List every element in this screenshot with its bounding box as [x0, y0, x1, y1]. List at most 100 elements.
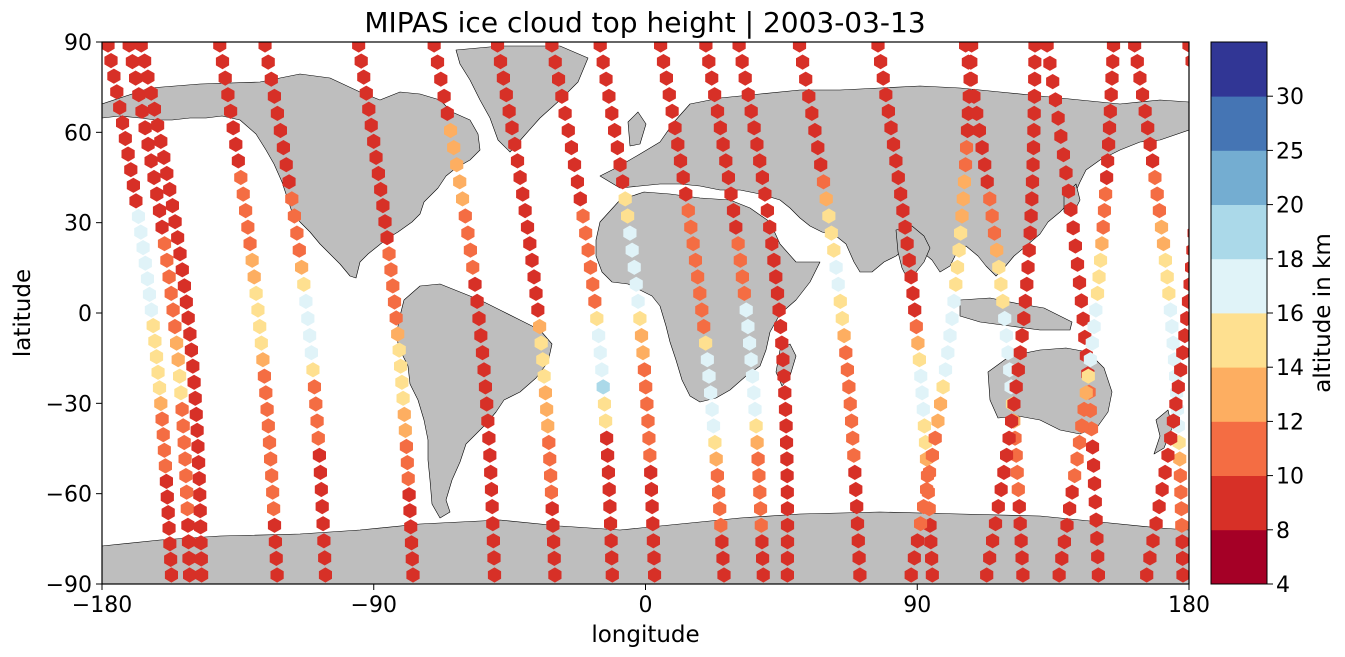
data-point — [639, 379, 653, 395]
data-point — [656, 54, 671, 70]
data-point — [1057, 534, 1071, 550]
data-point — [605, 567, 619, 583]
data-point — [908, 302, 922, 318]
data-point — [625, 242, 639, 258]
data-point — [317, 533, 331, 549]
data-point — [602, 481, 616, 498]
data-point — [558, 105, 572, 121]
data-point — [399, 438, 413, 455]
data-point — [1052, 567, 1066, 583]
data-point — [287, 208, 301, 224]
data-point — [218, 70, 232, 86]
data-point — [527, 269, 541, 285]
data-point — [1100, 169, 1114, 186]
data-point — [362, 101, 376, 117]
data-point — [729, 219, 743, 235]
data-point — [463, 242, 477, 258]
data-point — [671, 136, 685, 152]
data-point — [1106, 42, 1121, 53]
data-point — [923, 464, 937, 480]
data-point — [1013, 516, 1027, 532]
data-point — [538, 385, 552, 401]
data-point — [641, 413, 655, 429]
data-point — [731, 236, 745, 252]
data-point — [184, 342, 198, 358]
data-point — [1005, 413, 1019, 429]
data-point — [161, 505, 175, 521]
data-point — [642, 430, 656, 446]
data-point — [780, 501, 794, 517]
data-point — [799, 71, 813, 87]
data-point — [792, 42, 807, 53]
data-point — [371, 165, 385, 182]
data-point — [1040, 42, 1054, 53]
data-point — [1148, 169, 1162, 186]
data-point — [1165, 318, 1179, 335]
data-point — [902, 252, 916, 268]
data-point — [1015, 550, 1029, 566]
data-point — [1102, 136, 1116, 152]
data-point — [548, 54, 562, 70]
data-point — [173, 246, 187, 262]
data-point — [843, 396, 857, 412]
data-point — [213, 42, 227, 53]
data-point — [744, 103, 758, 119]
data-point — [684, 219, 698, 235]
data-point — [1136, 87, 1150, 103]
data-point — [138, 53, 152, 69]
data-point — [1185, 55, 1189, 67]
colorbar-band — [1211, 313, 1267, 368]
data-point — [765, 236, 779, 252]
data-point — [643, 447, 657, 463]
data-point — [113, 99, 127, 115]
data-point — [126, 177, 140, 193]
data-point — [938, 362, 953, 378]
data-point — [529, 285, 543, 301]
data-point — [1017, 310, 1031, 327]
data-point — [1092, 269, 1106, 285]
data-point — [957, 174, 971, 190]
data-point — [364, 117, 378, 133]
data-point — [824, 225, 838, 241]
data-point — [181, 517, 195, 533]
data-point — [313, 464, 327, 480]
data-point — [1141, 120, 1155, 136]
data-point — [1193, 89, 1206, 104]
data-point — [477, 362, 491, 378]
data-point — [518, 203, 532, 219]
data-point — [487, 567, 502, 583]
data-point — [1046, 74, 1060, 90]
colorbar-tick-label: 25 — [1276, 139, 1304, 164]
data-point — [686, 236, 700, 252]
data-point — [183, 326, 197, 342]
data-point — [144, 153, 158, 169]
data-point — [395, 374, 409, 390]
data-point — [487, 550, 501, 566]
data-point — [713, 501, 727, 517]
data-point — [279, 157, 293, 173]
data-point — [404, 535, 419, 551]
x-axis-label: longitude — [591, 622, 699, 648]
data-point — [708, 434, 722, 451]
data-point — [269, 550, 283, 566]
data-point — [599, 413, 613, 429]
y-axis-label: latitude — [10, 269, 36, 357]
data-point — [545, 501, 559, 517]
data-point — [1025, 174, 1040, 190]
data-point — [1146, 153, 1160, 169]
data-point — [916, 401, 930, 417]
data-point — [1072, 434, 1087, 451]
data-point — [1181, 293, 1189, 309]
data-point — [502, 103, 516, 119]
data-point — [772, 302, 786, 318]
data-point — [229, 136, 243, 152]
colorbar-tick-label: 8 — [1276, 519, 1290, 544]
data-point — [493, 54, 508, 70]
data-point — [1158, 464, 1172, 480]
data-point — [306, 362, 320, 378]
data-point — [673, 153, 688, 169]
data-point — [510, 153, 525, 169]
data-point — [914, 368, 928, 384]
data-point — [1068, 468, 1082, 484]
data-point — [116, 115, 130, 131]
